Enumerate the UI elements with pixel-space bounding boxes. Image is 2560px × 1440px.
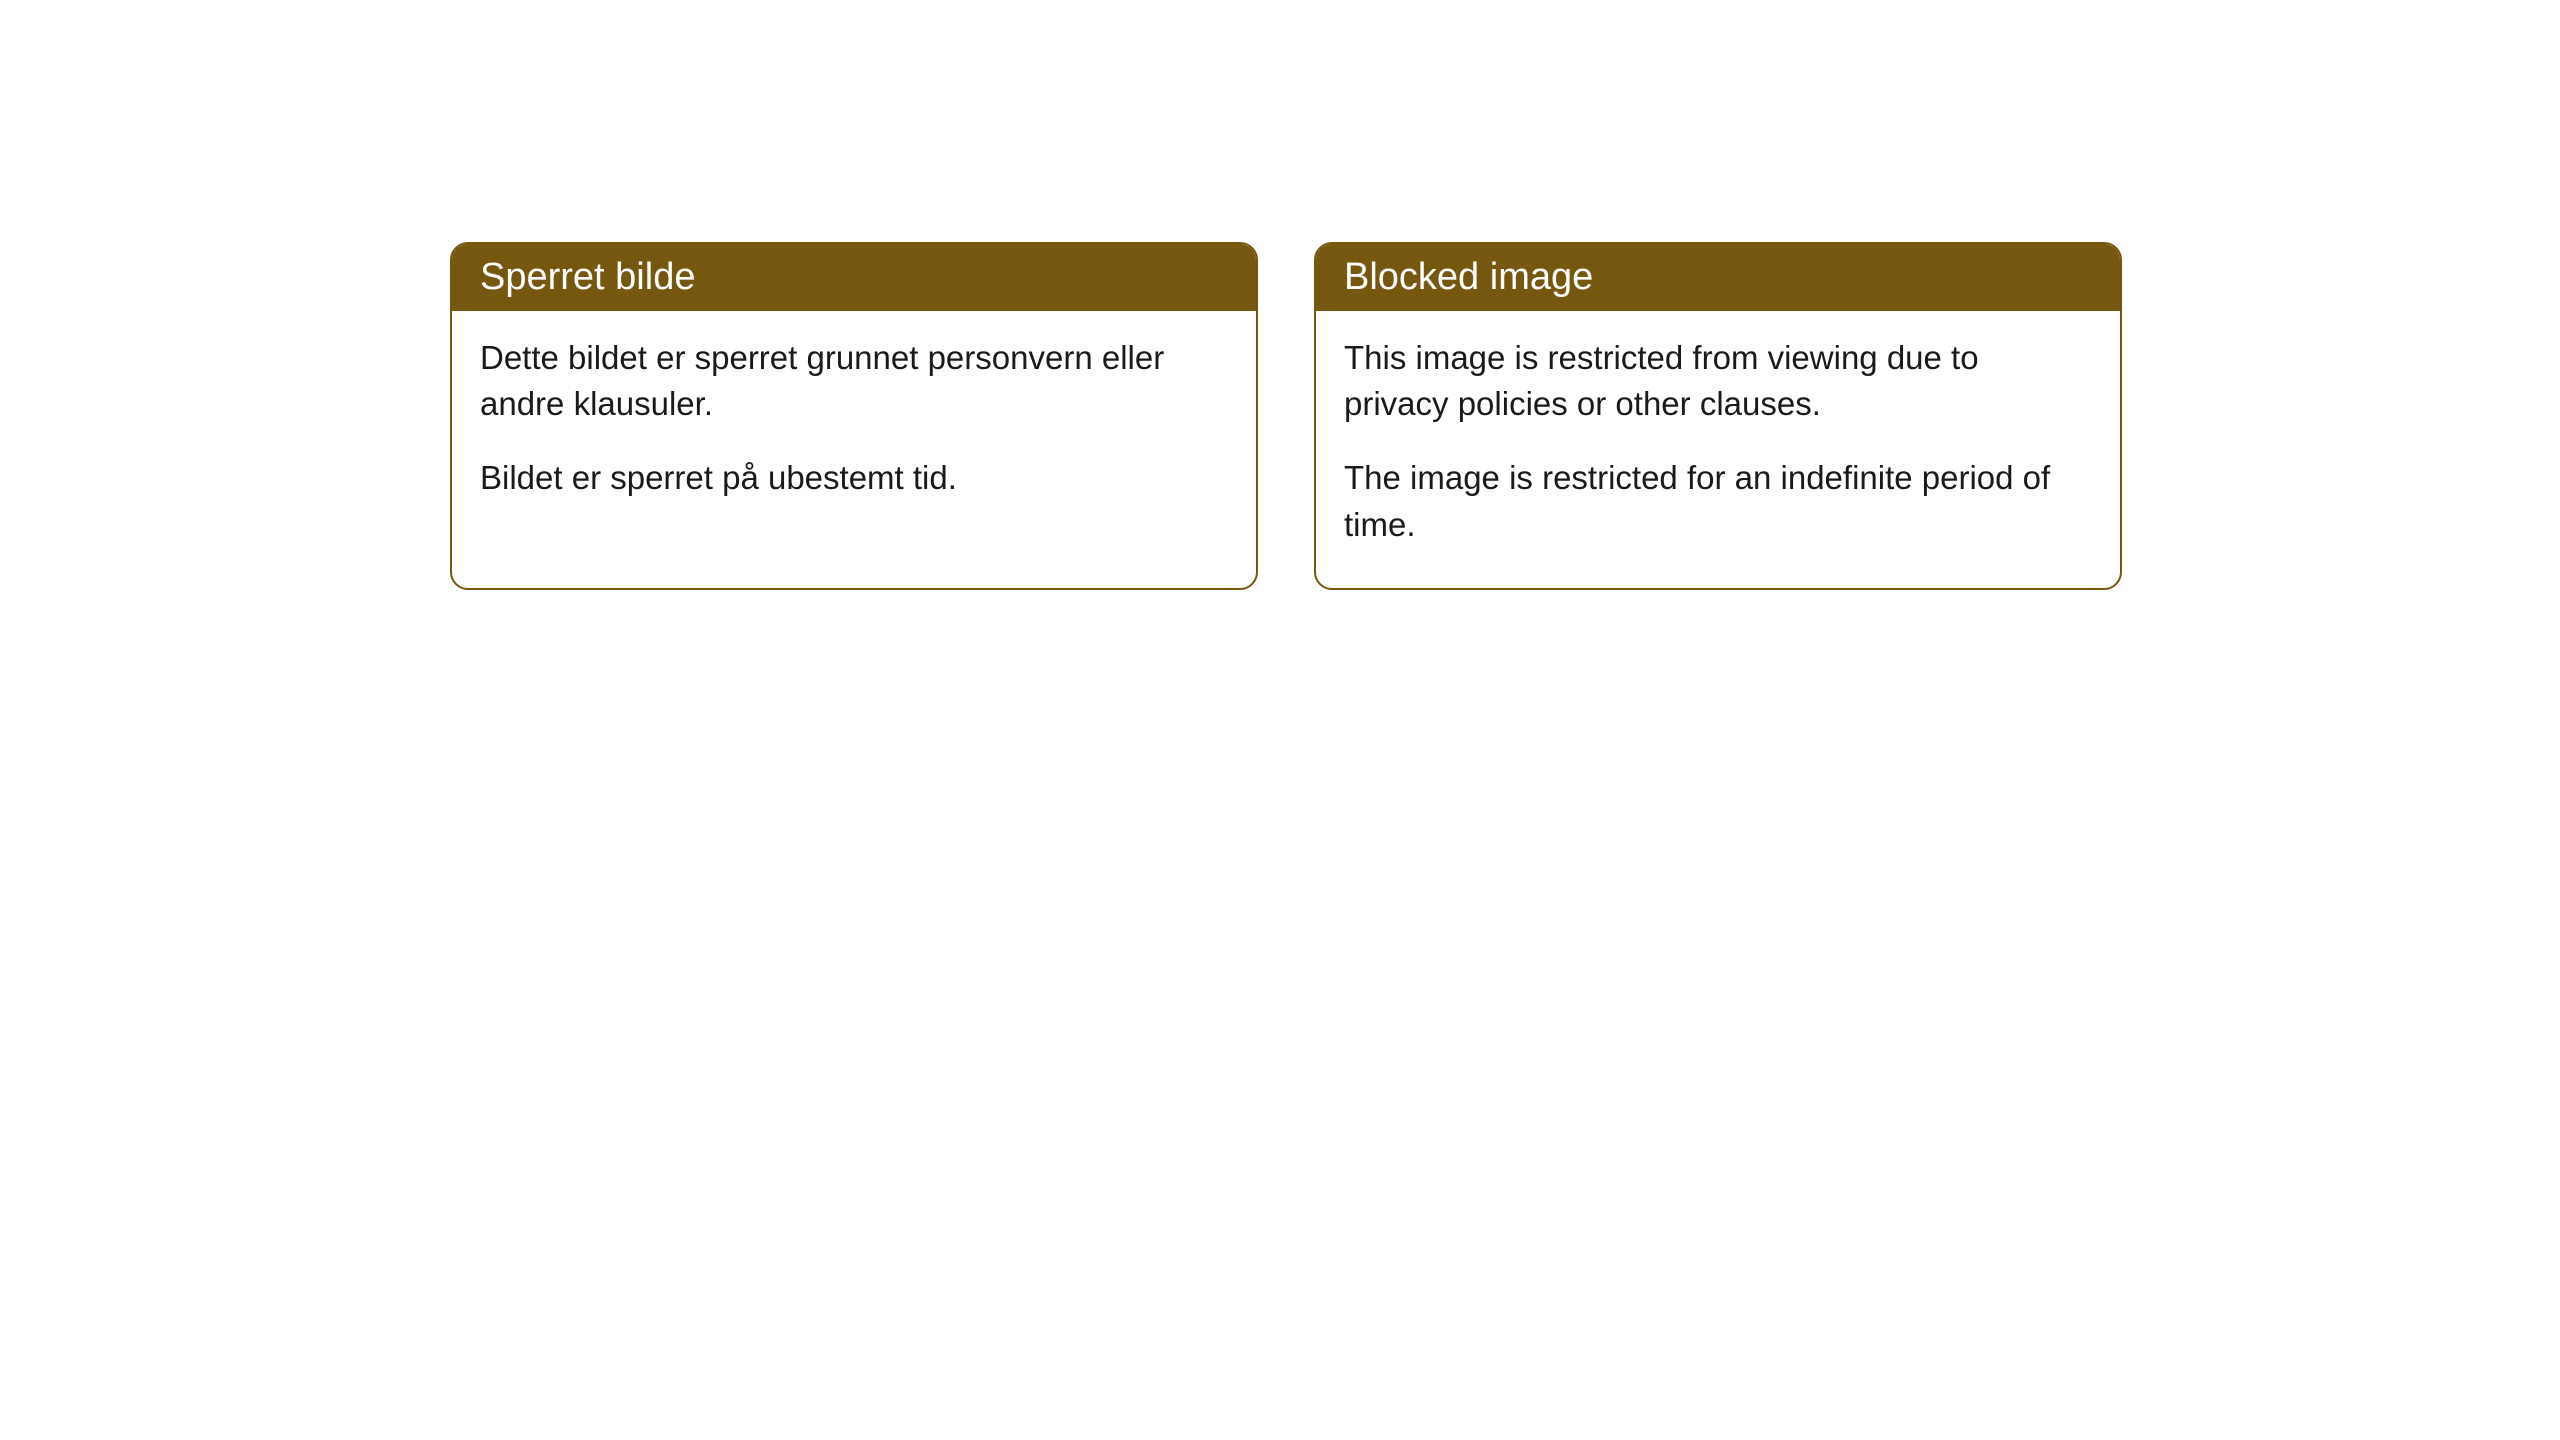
card-header: Blocked image — [1316, 244, 2120, 311]
notice-card-norwegian: Sperret bilde Dette bildet er sperret gr… — [450, 242, 1258, 590]
notice-paragraph: Dette bildet er sperret grunnet personve… — [480, 335, 1228, 427]
notice-paragraph: Bildet er sperret på ubestemt tid. — [480, 455, 1228, 501]
card-body: Dette bildet er sperret grunnet personve… — [452, 311, 1256, 542]
card-body: This image is restricted from viewing du… — [1316, 311, 2120, 588]
card-title: Blocked image — [1344, 256, 1593, 298]
notice-card-english: Blocked image This image is restricted f… — [1314, 242, 2122, 590]
notice-cards-container: Sperret bilde Dette bildet er sperret gr… — [450, 242, 2122, 590]
card-header: Sperret bilde — [452, 244, 1256, 311]
notice-paragraph: The image is restricted for an indefinit… — [1344, 455, 2092, 547]
card-title: Sperret bilde — [480, 256, 695, 298]
notice-paragraph: This image is restricted from viewing du… — [1344, 335, 2092, 427]
